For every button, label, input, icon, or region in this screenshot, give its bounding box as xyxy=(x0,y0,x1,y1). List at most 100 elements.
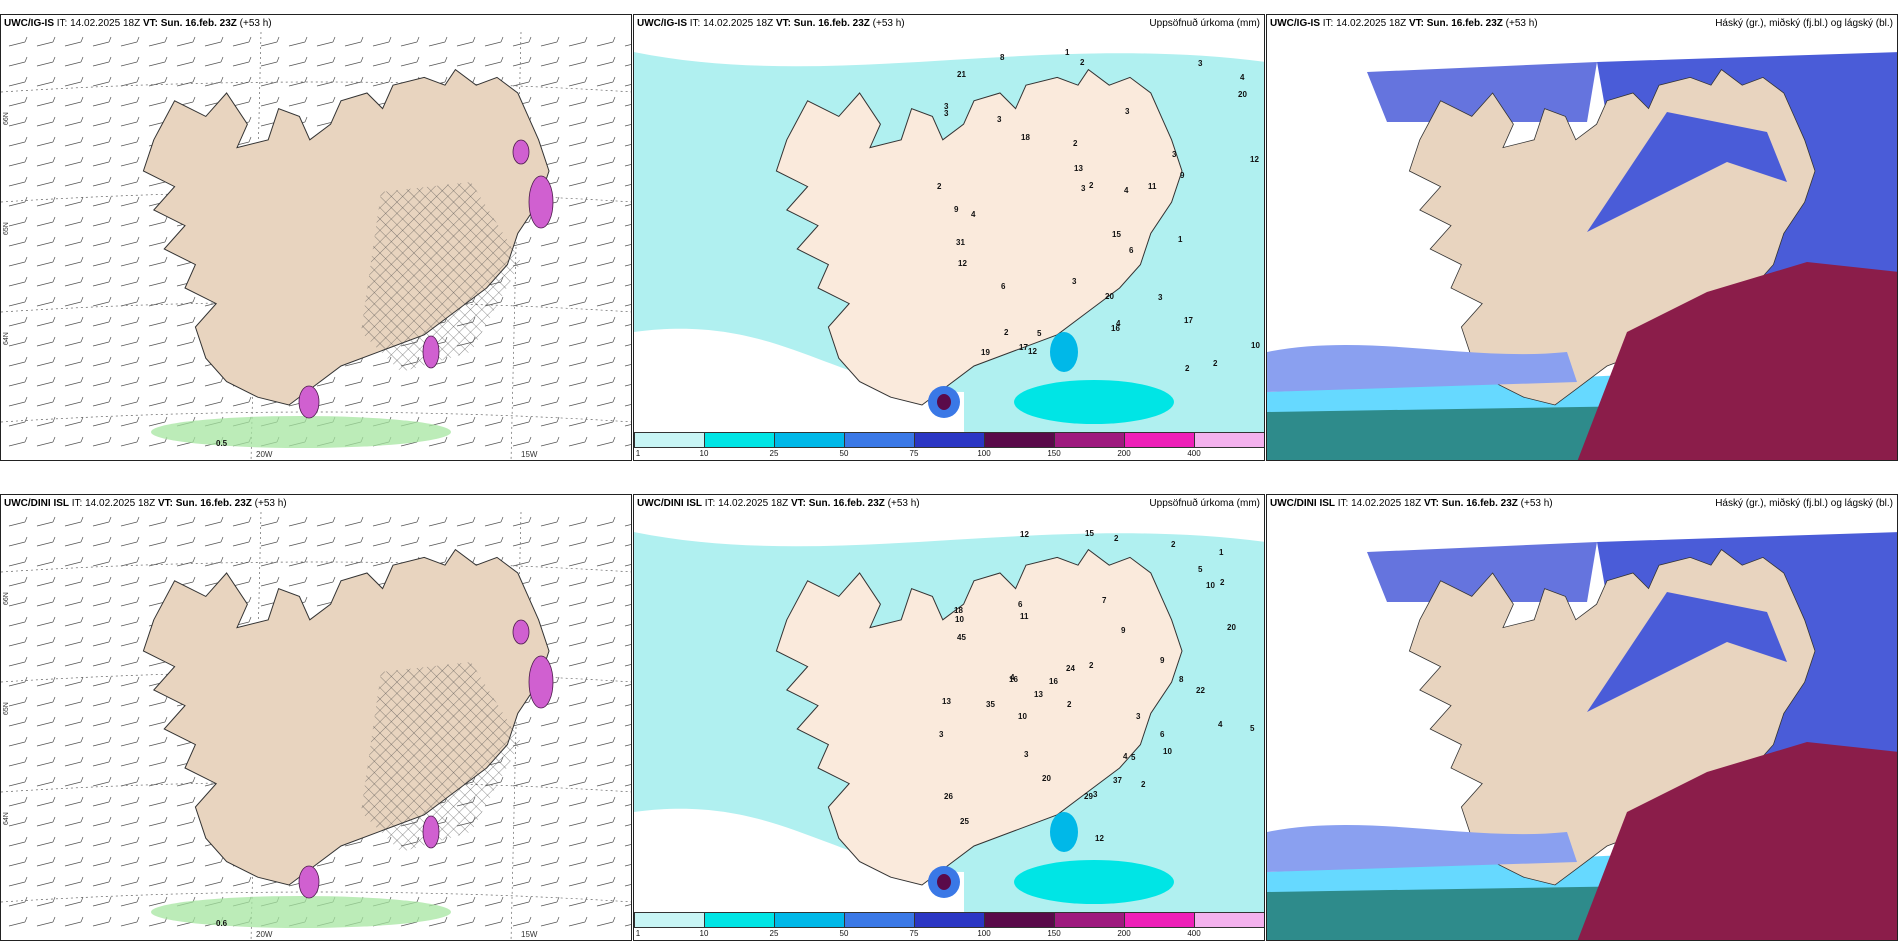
precip-value: 5 xyxy=(1250,724,1255,733)
precip-value: 10 xyxy=(1206,581,1215,590)
wind-barb xyxy=(64,396,84,407)
wind-barb xyxy=(36,216,56,227)
wind-barb xyxy=(36,256,56,267)
wind-barb xyxy=(372,396,392,407)
wind-barb xyxy=(624,724,631,727)
iceland-land xyxy=(775,548,1183,886)
wind-barb xyxy=(344,76,364,87)
precip-value: 3 xyxy=(1024,750,1029,759)
wind-barb xyxy=(456,396,476,407)
wind-barb xyxy=(260,56,280,67)
wind-barb xyxy=(36,36,56,47)
wind-barb xyxy=(596,896,616,907)
precip-value: 1 xyxy=(1219,548,1224,557)
map-panel-cloud: UWC/DINI ISL IT: 14.02.2025 18Z VT: Sun.… xyxy=(1266,494,1898,941)
field-description: Háský (gr.), miðský (fj.bl.) og lágský (… xyxy=(1715,498,1893,509)
wind-barb xyxy=(8,916,28,927)
wind-barb xyxy=(148,816,168,827)
wind-barb xyxy=(120,516,140,527)
wind-barb xyxy=(120,556,140,567)
wind-barb xyxy=(120,696,140,707)
precip-value: 2 xyxy=(1220,578,1225,587)
colorbar-tick: 150 xyxy=(1047,449,1061,458)
wind-barb xyxy=(624,564,631,567)
wind-barb xyxy=(120,156,140,167)
wind-barb xyxy=(512,76,532,87)
wind-barb xyxy=(568,616,588,627)
wind-barb xyxy=(64,676,84,687)
wind-barb xyxy=(484,516,504,527)
wind-barb xyxy=(64,736,84,747)
lat-label: 64N xyxy=(3,332,10,345)
wind-barb xyxy=(512,296,532,307)
wind-barb xyxy=(8,656,28,667)
wind-barb xyxy=(120,896,140,907)
wind-barb xyxy=(8,616,28,627)
valid-time: Sun. 16.feb. 23Z xyxy=(175,498,252,509)
wind-barb xyxy=(456,56,476,67)
precip-colorbar: 1 10 25 50 75 100 150 200 400 xyxy=(634,912,1264,940)
precip-cell xyxy=(1050,332,1078,372)
wind-barb xyxy=(260,516,280,527)
wind-barb xyxy=(624,884,631,887)
wind-barb xyxy=(36,296,56,307)
precip-value: 25 xyxy=(960,817,969,826)
wind-barb xyxy=(64,856,84,867)
wind-barb xyxy=(596,116,616,127)
precip-cell xyxy=(1050,812,1078,852)
wind-barb xyxy=(568,76,588,87)
dry-area xyxy=(634,808,964,940)
precip-heavy-cell xyxy=(512,139,530,165)
wind-barb xyxy=(540,856,560,867)
wind-barb xyxy=(540,876,560,887)
wind-barb xyxy=(176,876,196,887)
lat-label: 65N xyxy=(3,222,10,235)
precip-cell xyxy=(1014,860,1174,904)
hatched-area xyxy=(361,662,521,852)
wind-barb xyxy=(148,896,168,907)
precip-value: 8 xyxy=(1000,53,1005,62)
precip-value: 31 xyxy=(956,238,965,247)
contour-label: 0.6 xyxy=(216,919,228,928)
wind-barb xyxy=(92,536,112,547)
precip-value: 21 xyxy=(957,70,966,79)
wind-barb xyxy=(120,56,140,67)
wind-barb xyxy=(120,416,140,427)
wind-barb xyxy=(176,516,196,527)
wind-barb xyxy=(36,576,56,587)
wind-barb xyxy=(484,376,504,387)
it-label: IT: xyxy=(1322,18,1334,29)
precip-value: 10 xyxy=(1018,712,1027,721)
colorbar-tick: 1 xyxy=(635,449,641,458)
wind-barb xyxy=(512,916,532,927)
precip-value: 8 xyxy=(1179,675,1184,684)
precip-value: 2 xyxy=(1114,534,1119,543)
wind-barb xyxy=(92,316,112,327)
lead-time: (+53 h) xyxy=(239,18,272,29)
wind-barb xyxy=(372,876,392,887)
wind-barb xyxy=(36,896,56,907)
precip-value: 2 xyxy=(1073,139,1078,148)
wind-barb xyxy=(316,516,336,527)
wind-barb xyxy=(8,316,28,327)
wind-barb xyxy=(36,376,56,387)
wind-barb xyxy=(568,656,588,667)
precip-value: 3 xyxy=(1081,184,1086,193)
wind-barb xyxy=(92,916,112,927)
wind-barb xyxy=(8,136,28,147)
wind-barb xyxy=(568,516,588,527)
model-name: UWC/IG-IS xyxy=(1270,18,1320,29)
wind-barb xyxy=(540,616,560,627)
wind-barb xyxy=(624,244,631,247)
wind-barb xyxy=(8,876,28,887)
wind-barb xyxy=(540,716,560,727)
wind-barb xyxy=(344,556,364,567)
wind-barb xyxy=(596,596,616,607)
precip-light-area xyxy=(151,416,451,448)
field-description: Háský (gr.), miðský (fj.bl.) og lágský (… xyxy=(1715,18,1893,29)
wind-barb xyxy=(288,576,308,587)
lat-label: 64N xyxy=(3,812,10,825)
wind-barb xyxy=(484,56,504,67)
wind-barb xyxy=(64,516,84,527)
wind-barb xyxy=(64,156,84,167)
